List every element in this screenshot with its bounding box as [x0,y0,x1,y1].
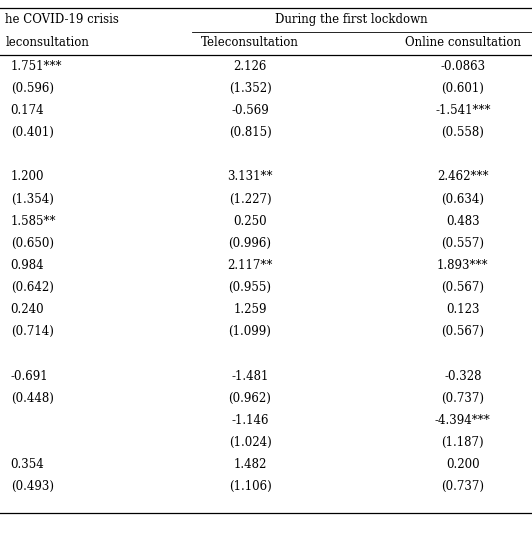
Text: (0.557): (0.557) [442,237,484,250]
Text: (0.996): (0.996) [229,237,271,250]
Text: Online consultation: Online consultation [405,36,521,49]
Text: (0.955): (0.955) [229,281,271,294]
Text: (0.401): (0.401) [11,126,54,139]
Text: 1.200: 1.200 [11,170,44,184]
Text: 2.126: 2.126 [234,60,267,73]
Text: (1.352): (1.352) [229,82,271,95]
Text: 0.483: 0.483 [446,215,480,228]
Text: -0.0863: -0.0863 [440,60,485,73]
Text: (0.737): (0.737) [442,480,484,493]
Text: 1.585**: 1.585** [11,215,56,228]
Text: -1.481: -1.481 [231,369,269,383]
Text: he COVID-19 crisis: he COVID-19 crisis [5,13,119,26]
Text: 2.117**: 2.117** [227,259,273,272]
Text: (0.962): (0.962) [229,392,271,405]
Text: leconsultation: leconsultation [5,36,89,49]
Text: -0.328: -0.328 [444,369,481,383]
Text: Teleconsultation: Teleconsultation [201,36,299,49]
Text: (0.714): (0.714) [11,325,54,338]
Text: 0.250: 0.250 [233,215,267,228]
Text: 0.984: 0.984 [11,259,44,272]
Text: (0.737): (0.737) [442,392,484,405]
Text: 1.893***: 1.893*** [437,259,488,272]
Text: (0.567): (0.567) [442,325,484,338]
Text: (0.558): (0.558) [442,126,484,139]
Text: 0.240: 0.240 [11,303,44,316]
Text: 2.462***: 2.462*** [437,170,488,184]
Text: (0.596): (0.596) [11,82,54,95]
Text: 1.482: 1.482 [234,458,267,471]
Text: (0.493): (0.493) [11,480,54,493]
Text: (0.567): (0.567) [442,281,484,294]
Text: (0.448): (0.448) [11,392,54,405]
Text: (0.642): (0.642) [11,281,54,294]
Text: (1.354): (1.354) [11,192,54,206]
Text: (0.601): (0.601) [442,82,484,95]
Text: -0.691: -0.691 [11,369,48,383]
Text: (0.650): (0.650) [11,237,54,250]
Text: 0.200: 0.200 [446,458,480,471]
Text: (0.815): (0.815) [229,126,271,139]
Text: (1.227): (1.227) [229,192,271,206]
Text: (1.099): (1.099) [229,325,271,338]
Text: 0.174: 0.174 [11,104,44,117]
Text: 1.259: 1.259 [234,303,267,316]
Text: 0.354: 0.354 [11,458,44,471]
Text: (0.634): (0.634) [442,192,484,206]
Text: -4.394***: -4.394*** [435,414,491,427]
Text: -0.569: -0.569 [231,104,269,117]
Text: During the first lockdown: During the first lockdown [275,13,427,26]
Text: (1.187): (1.187) [442,436,484,449]
Text: -1.541***: -1.541*** [435,104,491,117]
Text: (1.024): (1.024) [229,436,271,449]
Text: -1.146: -1.146 [231,414,269,427]
Text: 3.131**: 3.131** [227,170,273,184]
Text: (1.106): (1.106) [229,480,271,493]
Text: 0.123: 0.123 [446,303,479,316]
Text: 1.751***: 1.751*** [11,60,62,73]
